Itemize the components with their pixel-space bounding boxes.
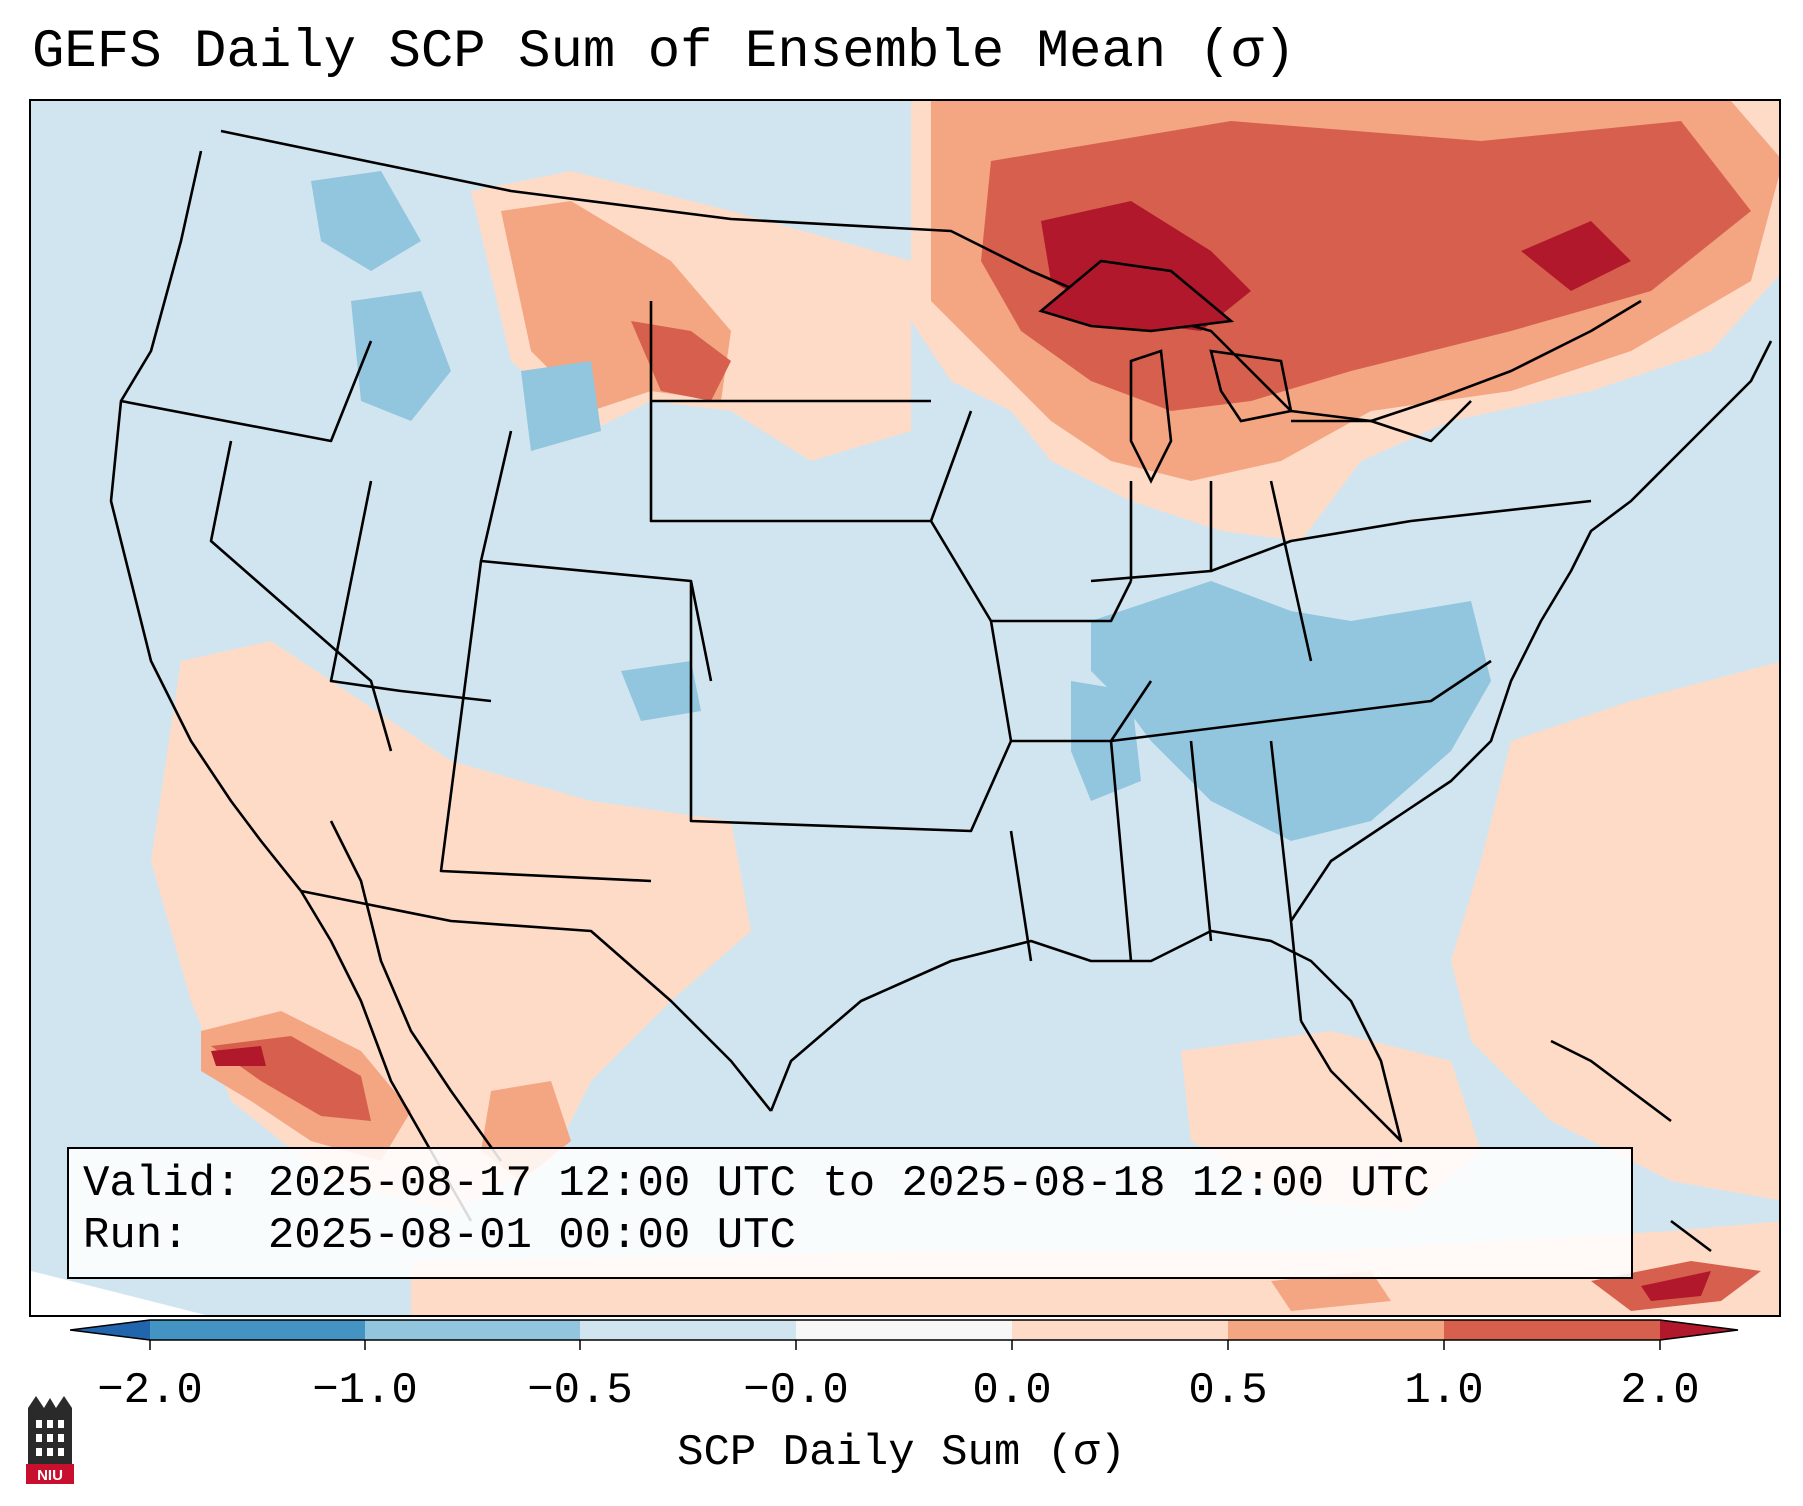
chart-title: GEFS Daily SCP Sum of Ensemble Mean (σ) — [32, 22, 1296, 83]
niu-logo-icon: NIU — [26, 1396, 74, 1484]
logo-banner — [26, 1464, 74, 1484]
us-mexico-border — [300, 889, 773, 1112]
pa-border — [1410, 499, 1592, 523]
tick-label: −0.5 — [527, 1366, 633, 1416]
colorbar-bin-6 — [1228, 1320, 1444, 1340]
logo-text: NIU — [37, 1467, 63, 1484]
anomaly-map — [31, 101, 1779, 1315]
valid-time-line: Valid: 2025-08-17 12:00 UTC to 2025-08-1… — [83, 1159, 1430, 1209]
colorbar-bin-7 — [1444, 1320, 1660, 1340]
or-border — [120, 340, 373, 443]
mo-ar-border — [989, 620, 1153, 743]
wy-co-border — [479, 430, 713, 682]
anomaly-great-lakes — [981, 121, 1751, 411]
anomaly-cuba — [1271, 1271, 1391, 1311]
tick-label: 1.0 — [1404, 1366, 1484, 1416]
info-box: Valid: 2025-08-17 12:00 UTC to 2025-08-1… — [67, 1147, 1633, 1279]
tick-label: −0.0 — [743, 1366, 849, 1416]
colorbar-bin-1 — [150, 1320, 365, 1340]
east-coast — [1289, 340, 1773, 1022]
ga-border — [1269, 740, 1293, 922]
state-borders — [109, 129, 1773, 1222]
gulf-coast — [769, 929, 1403, 1143]
colorbar — [70, 1319, 1739, 1350]
colorbar-ticks — [149, 1340, 1661, 1350]
hispaniola — [1670, 1219, 1712, 1253]
anomaly-idaho-negative — [351, 291, 451, 421]
west-coast — [109, 150, 303, 892]
lake-michigan — [1129, 349, 1173, 484]
al-border — [1189, 740, 1213, 942]
nm-border — [439, 560, 652, 883]
anomaly-colorado-negative — [621, 661, 701, 721]
colorbar-bin-5 — [1012, 1320, 1228, 1340]
la-border — [1009, 830, 1033, 962]
colorbar-label: SCP Daily Sum (σ) — [677, 1428, 1126, 1478]
projection-edge — [31, 1271, 206, 1315]
lake-huron — [1209, 349, 1293, 423]
logo-spires — [28, 1396, 72, 1408]
great-lakes — [1038, 259, 1293, 484]
ks-ok-border — [689, 581, 1013, 833]
tick-label: −2.0 — [97, 1366, 203, 1416]
anomaly-atlantic-light — [1451, 662, 1779, 1201]
anomaly-montana-core — [631, 321, 731, 401]
ia-mo-border — [929, 520, 1133, 623]
dakotas-border — [649, 301, 973, 523]
colorbar-bin-2 — [365, 1320, 580, 1340]
tick-label: 0.0 — [972, 1366, 1052, 1416]
colorbar-bin-under — [70, 1320, 150, 1340]
anomaly-caribbean-core — [1641, 1271, 1711, 1301]
ut-az-border — [329, 480, 492, 703]
wv-border — [1269, 480, 1313, 662]
ms-border — [1109, 740, 1133, 962]
tick-label: 0.5 — [1188, 1366, 1268, 1416]
nv-border — [209, 440, 393, 752]
ohio-river — [1090, 519, 1412, 583]
map-panel — [29, 99, 1781, 1317]
tick-label: 2.0 — [1620, 1366, 1700, 1416]
tick-label: −1.0 — [312, 1366, 418, 1416]
bahamas — [1550, 1039, 1672, 1123]
colorbar-bin-4 — [796, 1320, 1012, 1340]
anomaly-ohio-valley-negative — [1091, 581, 1491, 841]
anomaly-wyoming-negative — [521, 361, 601, 451]
run-time-line: Run: 2025-08-01 00:00 UTC — [83, 1211, 796, 1261]
caribbean-islands — [1550, 1039, 1712, 1253]
anomaly-baja-max — [211, 1046, 266, 1066]
anomaly-quebec-core — [1521, 221, 1631, 291]
lake-superior — [1038, 259, 1235, 333]
colorbar-bin-over — [1660, 1320, 1738, 1340]
colorbar-bin-3 — [580, 1320, 796, 1340]
gulf-of-california-coast — [329, 820, 503, 1162]
us-canada-border — [220, 129, 1642, 423]
tn-nc-border — [1110, 659, 1492, 743]
lake-erie — [1291, 400, 1472, 443]
anomaly-bc-negative — [311, 171, 421, 271]
